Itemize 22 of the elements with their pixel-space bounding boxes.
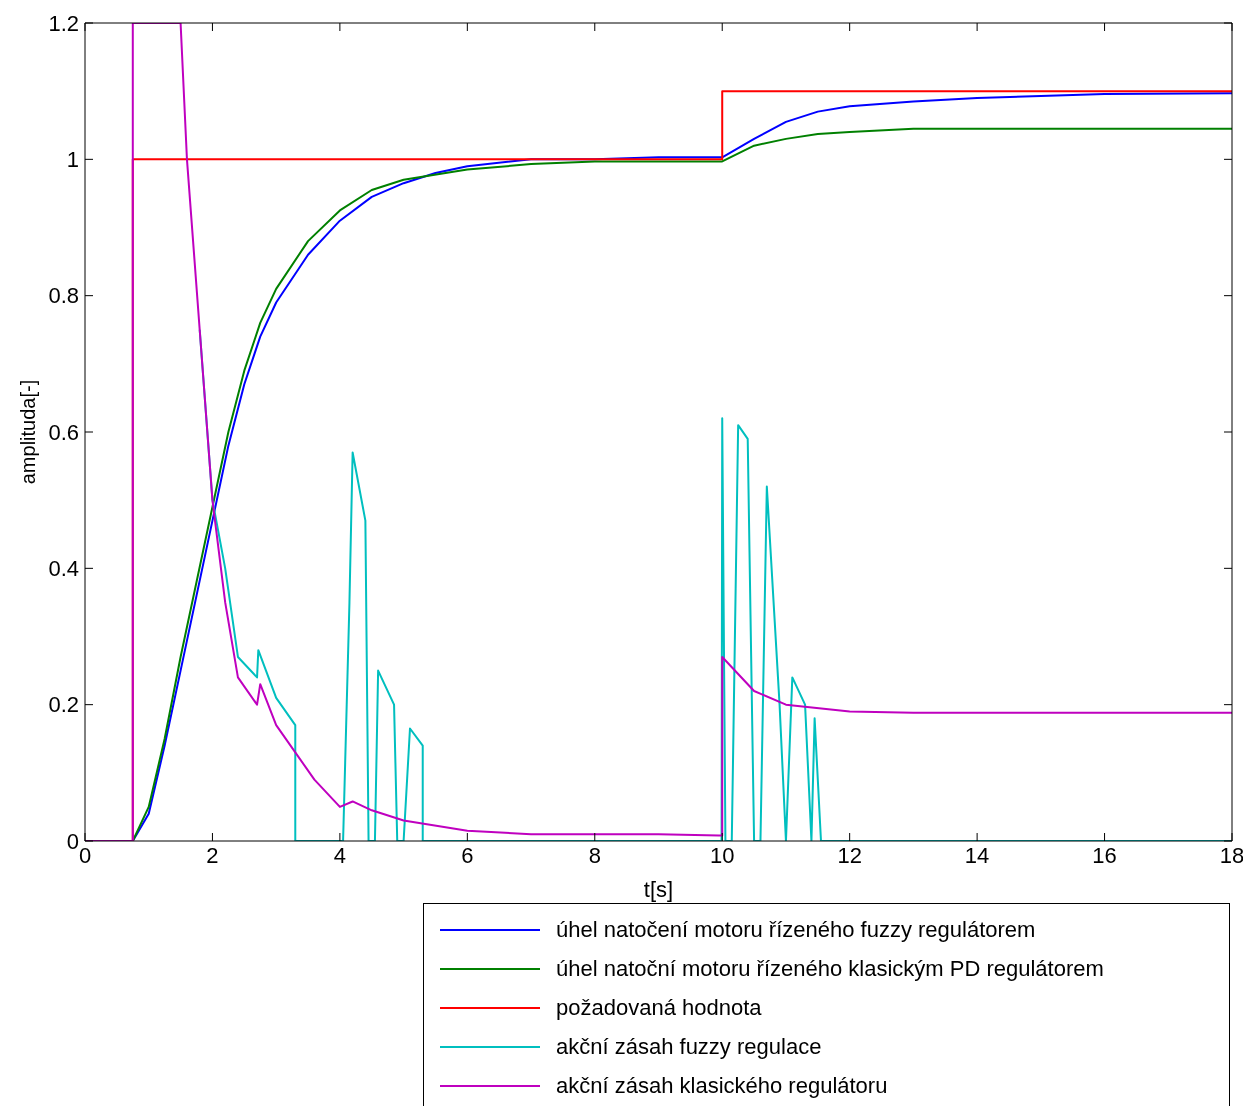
- x-tick-label: 16: [1092, 842, 1117, 868]
- y-tick-label: 1: [66, 147, 79, 173]
- y-tick-label: 0.8: [48, 283, 79, 309]
- x-tick-label: 12: [837, 842, 862, 868]
- y-tick-label: 1.2: [48, 10, 79, 36]
- y-tick-label: 0.6: [48, 419, 79, 445]
- legend-label: akční zásah fuzzy regulace: [556, 1033, 822, 1060]
- x-tick-label: 10: [709, 842, 735, 868]
- x-axis-title: t[s]: [643, 877, 674, 902]
- legend-label: úhel natočení motoru řízeného fuzzy regulátorem: [556, 916, 1036, 943]
- x-tick-label: 8: [588, 842, 601, 868]
- y-axis-title: amplituda[-]: [17, 379, 39, 485]
- x-tick-label: 2: [206, 842, 219, 868]
- y-tick-label: 0.2: [48, 692, 79, 718]
- legend-label: požadovaná hodnota: [556, 994, 762, 1021]
- x-tick-label: 18: [1219, 842, 1245, 868]
- x-tick-label: 4: [333, 842, 347, 868]
- legend-label: úhel natoční motoru řízeného klasickým PD regulátorem: [556, 955, 1104, 982]
- x-tick-label: 6: [461, 842, 474, 868]
- x-tick-label: 14: [964, 842, 990, 868]
- legend-label: akční zásah klasického regulátoru: [556, 1072, 888, 1099]
- y-tick-label: 0.4: [48, 556, 79, 582]
